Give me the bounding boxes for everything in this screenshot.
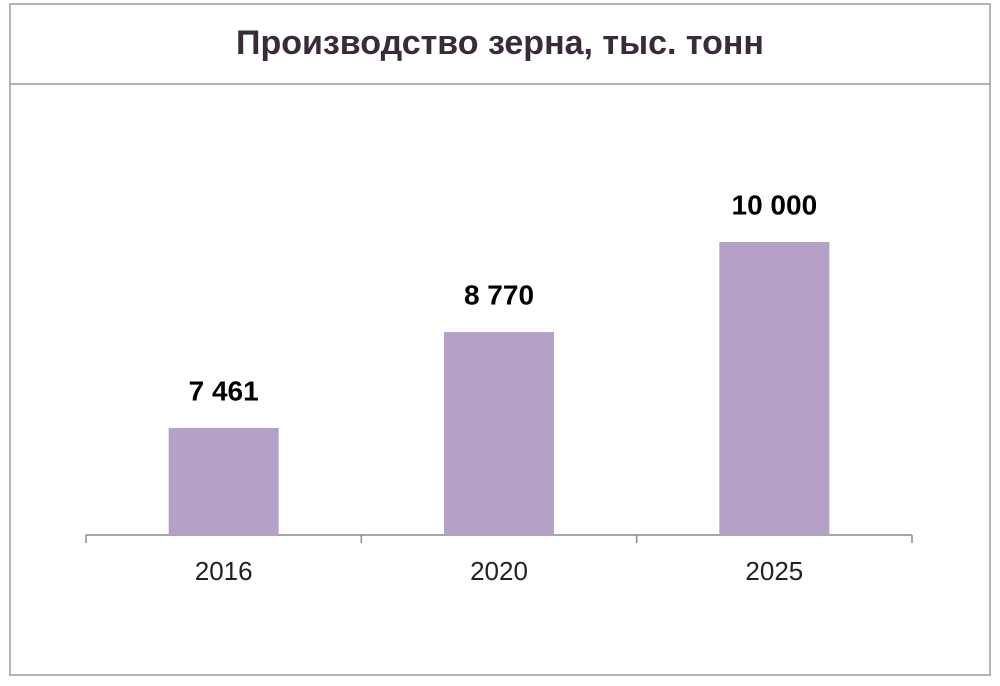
- x-tick-label: 2016: [195, 556, 253, 586]
- bar: [719, 242, 830, 535]
- bar: [168, 427, 279, 535]
- value-label: 8 770: [464, 279, 534, 310]
- x-tick-label: 2025: [745, 556, 803, 586]
- bar: [444, 332, 554, 535]
- chart-title: Производство зерна, тыс. тонн: [236, 24, 764, 62]
- value-label: 7 461: [189, 375, 259, 406]
- x-tick-label: 2020: [470, 556, 528, 586]
- value-label: 10 000: [732, 189, 818, 220]
